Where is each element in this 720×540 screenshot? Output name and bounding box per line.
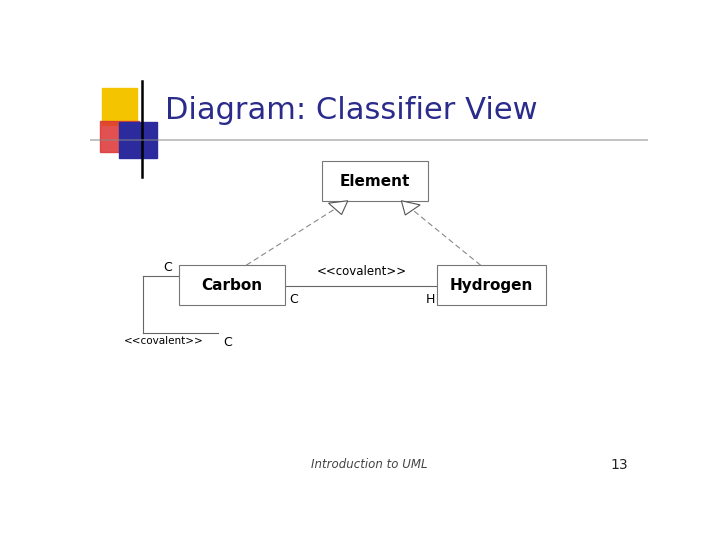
Polygon shape [401,201,420,215]
Text: <<covalent>>: <<covalent>> [316,265,407,278]
Bar [179,266,285,305]
Bar [322,161,428,201]
Bar [102,87,137,125]
Bar [119,122,157,158]
Text: 13: 13 [611,458,629,472]
Bar [100,121,139,152]
Bar [437,266,546,305]
Text: Diagram: Classifier View: Diagram: Classifier View [166,96,538,125]
Text: <<covalent>>: <<covalent>> [124,336,203,346]
Polygon shape [328,201,348,214]
Text: C: C [289,294,298,307]
Text: Element: Element [339,174,410,188]
Text: Introduction to UML: Introduction to UML [311,458,427,471]
Text: C: C [222,336,232,349]
Text: H: H [426,294,435,307]
Text: Hydrogen: Hydrogen [450,278,534,293]
Text: Carbon: Carbon [202,278,263,293]
Text: C: C [163,260,173,274]
